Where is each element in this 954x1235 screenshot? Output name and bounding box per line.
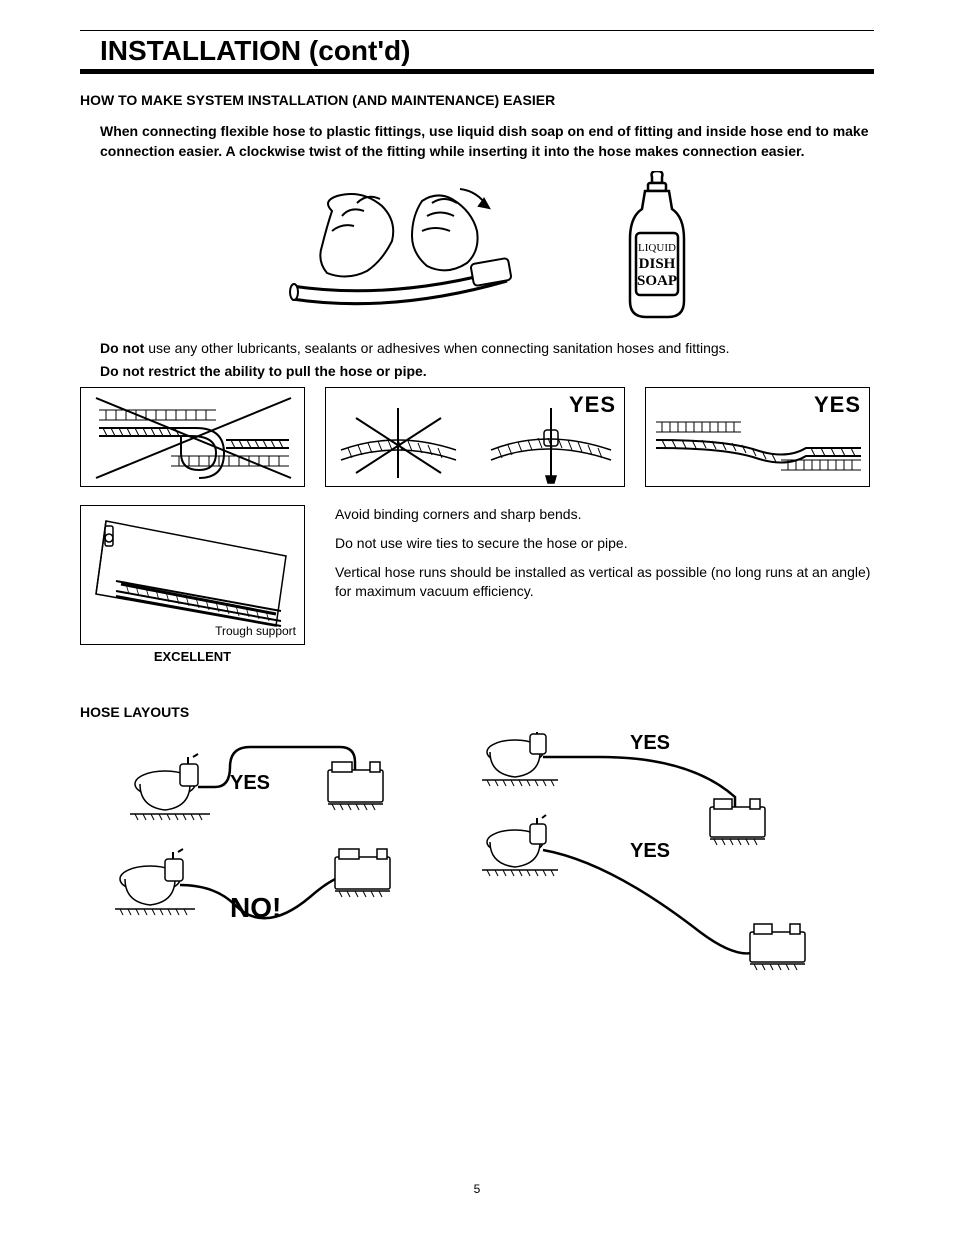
- layout-yes-stacked: YES YES: [440, 732, 874, 992]
- excellent-column: Trough support EXCELLENT: [80, 505, 305, 664]
- trough-label: Trough support: [206, 625, 296, 638]
- excellent-caption: EXCELLENT: [80, 649, 305, 664]
- section-heading-install: HOW TO MAKE SYSTEM INSTALLATION (AND MAI…: [80, 92, 874, 108]
- hose-right-column: YES YES: [440, 732, 874, 1002]
- layout-yes-2-label: YES: [630, 732, 670, 755]
- diagram-smooth-bend: YES: [645, 387, 870, 487]
- hose-left-column: YES: [80, 732, 410, 947]
- layout-yes-1: YES: [80, 732, 410, 827]
- donot-bold: Do not: [100, 340, 144, 356]
- soap-text-1: LIQUID: [638, 242, 676, 254]
- figure-row-hands-soap: LIQUID DISH SOAP: [100, 171, 874, 321]
- tip-1: Avoid binding corners and sharp bends.: [335, 505, 874, 524]
- hose-layouts-heading: HOSE LAYOUTS: [80, 704, 874, 720]
- hose-layouts-row: YES: [80, 732, 874, 1002]
- diagram-no-bend: [80, 387, 305, 487]
- diagram-row: YES YES: [80, 387, 874, 487]
- yes-label-1: YES: [569, 392, 616, 418]
- layout-yes-1-label: YES: [230, 772, 270, 795]
- intro-paragraph: When connecting flexible hose to plastic…: [100, 122, 874, 161]
- title-bar: INSTALLATION (cont'd): [80, 35, 874, 74]
- tip-2: Do not use wire ties to secure the hose …: [335, 534, 874, 553]
- hands-illustration: [272, 181, 512, 321]
- layout-yes-3-label: YES: [630, 840, 670, 863]
- yes-label-2: YES: [814, 392, 861, 418]
- dish-soap-illustration: LIQUID DISH SOAP: [612, 171, 702, 321]
- soap-text-2: DISH: [639, 256, 676, 272]
- diagram-no-ties: YES: [325, 387, 625, 487]
- soap-text-3: SOAP: [637, 273, 677, 289]
- layout-no: NO!: [80, 837, 410, 937]
- donot-lubricants: Do not use any other lubricants, sealant…: [100, 339, 874, 358]
- tips-block: Avoid binding corners and sharp bends. D…: [335, 505, 874, 611]
- donot-restrict: Do not restrict the ability to pull the …: [100, 362, 874, 381]
- donot-rest: use any other lubricants, sealants or ad…: [144, 340, 729, 356]
- diagram-trough: Trough support: [80, 505, 305, 645]
- page-number: 5: [80, 1182, 874, 1196]
- layout-no-label: NO!: [230, 892, 281, 924]
- top-rule: [80, 30, 874, 31]
- page-title: INSTALLATION (cont'd): [100, 35, 874, 67]
- tip-3: Vertical hose runs should be installed a…: [335, 563, 874, 601]
- excellent-row: Trough support EXCELLENT Avoid binding c…: [80, 505, 874, 664]
